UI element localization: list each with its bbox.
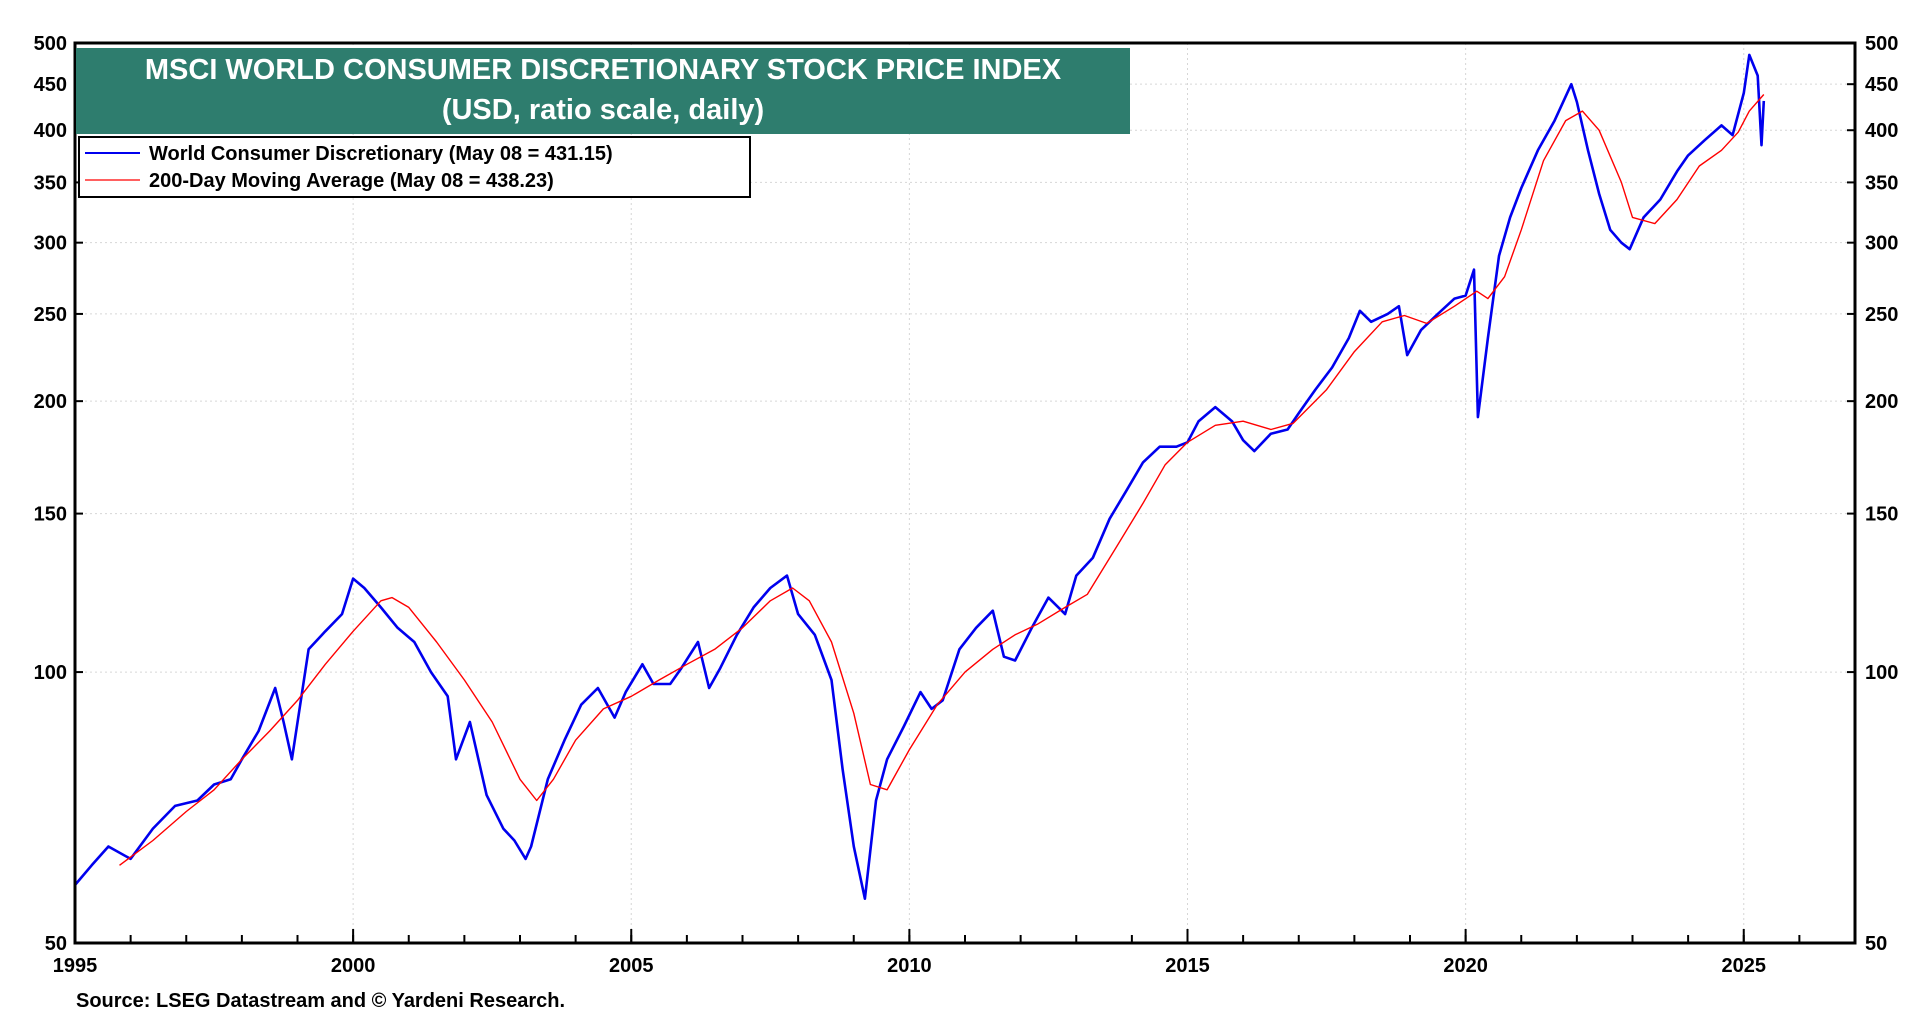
chart-title: MSCI WORLD CONSUMER DISCRETIONARY STOCK … (145, 54, 1062, 86)
y-tick-label-left: 50 (45, 933, 67, 955)
y-tick-label-right: 200 (1865, 391, 1898, 413)
x-tick-label: 2015 (1165, 955, 1210, 977)
plot-area (74, 53, 1766, 901)
y-axis-right: 50 100 150 200 250 300 350 400 450 500 (1847, 33, 1898, 955)
y-tick-label-left: 400 (34, 120, 67, 142)
plot-frame (73, 41, 1857, 945)
y-tick-label-left: 500 (34, 33, 67, 55)
y-tick-label-right: 50 (1865, 933, 1887, 955)
y-tick-label-right: 450 (1865, 74, 1898, 96)
y-tick-label-right: 500 (1865, 33, 1898, 55)
x-tick-label: 2025 (1722, 955, 1767, 977)
legend-label-ma: 200-Day Moving Average (May 08 = 438.23) (149, 170, 554, 192)
y-tick-label-left: 150 (34, 504, 67, 526)
x-tick-label: 2005 (609, 955, 654, 977)
series-line-index (74, 53, 1766, 901)
y-tick-label-right: 100 (1865, 662, 1898, 684)
y-tick-label-right: 300 (1865, 233, 1898, 255)
y-tick-label-right: 400 (1865, 120, 1898, 142)
x-tick-label: 2000 (331, 955, 376, 977)
legend: World Consumer Discretionary (May 08 = 4… (78, 136, 751, 198)
title-background (76, 48, 1130, 134)
y-tick-label-right: 350 (1865, 172, 1898, 194)
legend-box (78, 136, 751, 198)
y-tick-label-left: 450 (34, 74, 67, 96)
x-tick-label: 2010 (887, 955, 932, 977)
y-tick-label-left: 350 (34, 172, 67, 194)
x-axis: 1995 2000 2005 2010 2015 2020 2025 (53, 929, 1856, 977)
y-tick-label-left: 200 (34, 391, 67, 413)
x-tick-label: 1995 (53, 955, 98, 977)
y-tick-label-left: 300 (34, 233, 67, 255)
y-tick-label-left: 100 (34, 662, 67, 684)
y-tick-label-right: 250 (1865, 304, 1898, 326)
source-note: Source: LSEG Datastream and © Yardeni Re… (76, 990, 566, 1012)
chart-subtitle: (USD, ratio scale, daily) (442, 94, 764, 126)
legend-label-index: World Consumer Discretionary (May 08 = 4… (149, 143, 613, 165)
y-axis-left: 50 100 150 200 250 300 350 400 450 500 (34, 33, 83, 955)
x-tick-label: 2020 (1443, 955, 1488, 977)
series-line-ma (119, 94, 1765, 866)
chart-title-box: MSCI WORLD CONSUMER DISCRETIONARY STOCK … (76, 48, 1130, 134)
y-tick-label-right: 150 (1865, 504, 1898, 526)
y-tick-label-left: 250 (34, 304, 67, 326)
